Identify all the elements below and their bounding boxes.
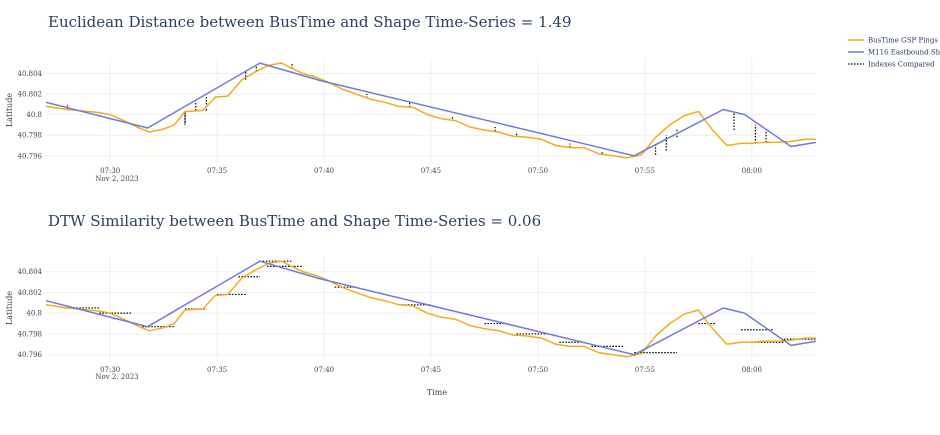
chart-1-date-label: Nov 2, 2023 [95,175,138,183]
chart-1-xtick-label: 07:40 [314,167,334,175]
chart-2-xtick-label: 07:40 [314,366,334,374]
chart-1-ytick-label: 40.804 [18,70,43,78]
legend-label-gps: BusTime GSP Pings [868,37,938,45]
chart-2-title: DTW Similarity between BusTime and Shape… [48,212,541,230]
chart-1-xtick-label: 07:45 [421,167,441,175]
chart-2-ytick-label: 40.804 [18,268,43,276]
chart-2-ylabel: Latitude [5,291,14,325]
chart-2-ytick-label: 40.798 [18,330,43,338]
chart-1-ytick-label: 40.796 [18,152,43,160]
chart-2-xtick-label: 07:35 [207,366,227,374]
legend-label-index: Indexes Compared [868,61,935,69]
chart-2-xtick-label: 07:30 [100,366,120,374]
chart-2-series-gps [45,260,816,358]
chart-1-xtick-label: 07:30 [100,167,120,175]
chart-2-plot: 40.796 40.798 40.8 40.802 40.804 07:30 07:35 07… [18,256,817,374]
chart-2-ytick-label: 40.802 [18,289,43,297]
chart-1-title: Euclidean Distance between BusTime and S… [48,13,572,31]
chart-2-xtick-label: 07:50 [528,366,548,374]
chart-1-ytick-label: 40.802 [18,91,43,99]
chart-1-plot: 40.796 40.798 40.8 40.802 40.804 07:30 07:35 07… [18,58,817,175]
chart-1-ylabel: Latitude [5,93,14,127]
chart-1-xtick-label: 08:00 [742,167,762,175]
chart-1-xtick-label: 07:55 [635,167,655,175]
chart-1-xtick-label: 07:50 [528,167,548,175]
legend-label-shape: M116 Eastbound Shape [868,49,940,57]
chart-2-date-label: Nov 2, 2023 [95,373,138,381]
chart-2-xtick-label: 08:00 [742,366,762,374]
chart-2-xlabel: Time [427,388,447,397]
chart-2-xtick-label: 07:45 [421,366,441,374]
chart-1-series-shape [45,62,817,157]
chart-2-ytick-label: 40.796 [18,351,43,359]
legend: BusTime GSP Pings M116 Eastbound Shape I… [848,37,940,69]
chart-1-xtick-label: 07:35 [207,167,227,175]
chart-2-series-shape [45,260,817,356]
chart-2-xtick-label: 07:55 [635,366,655,374]
chart-1-ytick-label: 40.8 [26,111,42,119]
chart-1-series-gps [45,62,816,159]
chart-2-ytick-label: 40.8 [26,310,42,318]
chart-1-ytick-label: 40.798 [18,132,43,140]
